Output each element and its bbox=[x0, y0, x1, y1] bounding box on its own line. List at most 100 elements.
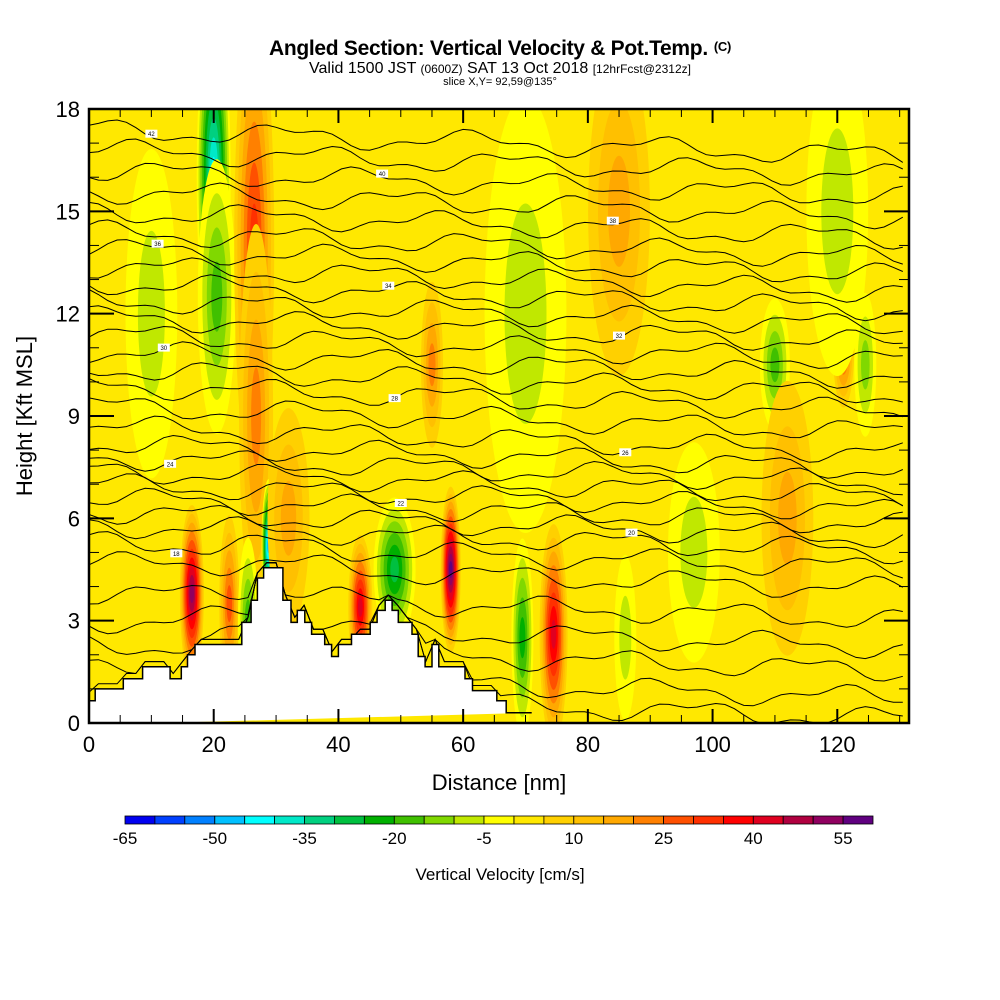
theta-contour-line bbox=[89, 415, 903, 463]
theta-contour-line bbox=[89, 182, 904, 230]
slice-info: slice X,Y= 92,59@135° bbox=[443, 76, 557, 88]
velocity-band bbox=[189, 583, 194, 604]
contour-label: 42 bbox=[145, 129, 158, 138]
theta-contour-line bbox=[89, 551, 904, 598]
forecast-info: [12hrFcst@2312z] bbox=[592, 62, 691, 76]
theta-contour-line bbox=[89, 562, 903, 682]
contour-label-text: 20 bbox=[628, 531, 635, 537]
contour-label: 26 bbox=[619, 448, 632, 457]
y-tick-label: 6 bbox=[68, 506, 80, 531]
theta-contours bbox=[89, 119, 904, 723]
theta-contour-line bbox=[89, 434, 904, 479]
valid-utc: (0600Z) bbox=[420, 62, 463, 76]
colorbar-swatch bbox=[453, 815, 485, 825]
colorbar-swatch bbox=[603, 815, 635, 825]
contour-label-text: 26 bbox=[622, 451, 629, 457]
velocity-band bbox=[357, 597, 363, 617]
colorbar-swatch bbox=[423, 815, 455, 825]
theta-contour-line bbox=[89, 562, 903, 707]
contour-label-text: 36 bbox=[154, 242, 161, 248]
velocity-band bbox=[770, 347, 780, 383]
contour-labels: 42 40 38 36 34 32 30 28 26 24 22 20 18 bbox=[145, 129, 638, 558]
colorbar-title: Vertical Velocity [cm/s] bbox=[415, 865, 584, 884]
theta-contour-line bbox=[89, 138, 904, 186]
x-tick-label: 120 bbox=[819, 732, 856, 757]
velocity-band bbox=[211, 261, 223, 332]
theta-contour-line bbox=[89, 473, 904, 520]
chart-title: Angled Section: Vertical Velocity & Pot.… bbox=[0, 37, 1000, 61]
theta-contour-line bbox=[89, 487, 903, 534]
y-axis: 0 36 9 12 15 18 bbox=[56, 97, 909, 736]
colorbar-swatch bbox=[124, 815, 156, 825]
theta-contour-line bbox=[89, 397, 903, 439]
colorbar-swatch bbox=[513, 815, 545, 825]
contour-label-text: 40 bbox=[379, 172, 386, 178]
contour-label-bg bbox=[388, 394, 401, 403]
x-tick-label: 40 bbox=[326, 732, 350, 757]
theta-contour-line bbox=[89, 531, 903, 579]
theta-contour-line bbox=[89, 562, 903, 628]
x-axis-title: Distance [nm] bbox=[432, 770, 567, 795]
colorbar-swatch bbox=[244, 815, 275, 825]
terrain bbox=[89, 567, 532, 723]
contour-label: 18 bbox=[170, 549, 183, 558]
y-tick-label: 18 bbox=[56, 97, 80, 122]
velocity-band bbox=[861, 340, 870, 390]
theta-contour-line bbox=[89, 257, 903, 303]
y-tick-label: 12 bbox=[56, 302, 80, 327]
velocity-band bbox=[619, 595, 632, 680]
y-tick-label: 15 bbox=[56, 199, 80, 224]
velocity-band bbox=[519, 617, 526, 659]
title-text: Angled Section: Vertical Velocity & Pot.… bbox=[268, 37, 708, 60]
y-tick-label: 0 bbox=[68, 711, 80, 736]
x-tick-label: 0 bbox=[83, 732, 95, 757]
velocity-band bbox=[428, 343, 436, 387]
contour-label-text: 30 bbox=[160, 346, 167, 352]
theta-contour-line bbox=[89, 219, 903, 267]
theta-contour-line bbox=[89, 341, 903, 389]
theta-contour-line bbox=[89, 463, 904, 507]
velocity-band bbox=[608, 155, 630, 267]
colorbar-swatch bbox=[573, 815, 605, 825]
colorbar-label: -20 bbox=[382, 829, 407, 848]
title-units: (C) bbox=[713, 39, 732, 54]
contour-label-bg bbox=[170, 549, 183, 558]
colorbar-swatch bbox=[274, 815, 305, 825]
contour-label-text: 32 bbox=[616, 334, 623, 340]
colorbar-label: 40 bbox=[744, 829, 763, 848]
contour-label: 36 bbox=[151, 239, 164, 248]
valid-date: SAT 13 Oct 2018 bbox=[467, 60, 589, 77]
contour-label-bg bbox=[394, 499, 407, 507]
theta-contour-line bbox=[89, 162, 903, 204]
y-tick-label: 9 bbox=[68, 404, 80, 429]
contour-label-bg bbox=[151, 239, 164, 248]
contour-label-bg bbox=[625, 528, 638, 537]
velocity-band bbox=[390, 556, 399, 583]
contour-label-bg bbox=[376, 169, 389, 178]
velocity-band bbox=[504, 203, 547, 424]
colorbar-swatch bbox=[333, 815, 365, 825]
colorbar-swatch bbox=[393, 815, 425, 825]
colorbar-label: 10 bbox=[564, 829, 583, 848]
valid-time-line: Valid 1500 JST (0600Z) SAT 13 Oct 2018 [… bbox=[0, 60, 1000, 78]
theta-contour-line bbox=[89, 516, 903, 565]
contour-label: 40 bbox=[376, 169, 389, 178]
contour-label: 20 bbox=[625, 528, 638, 537]
colorbar-swatch bbox=[304, 815, 335, 825]
colorbar-label: 25 bbox=[654, 829, 673, 848]
contour-label-bg bbox=[613, 331, 625, 340]
contour-label-text: 28 bbox=[391, 397, 398, 403]
contour-label: 28 bbox=[388, 394, 401, 403]
plot-area: 42 40 38 36 34 32 30 28 26 24 22 20 18 bbox=[89, 109, 909, 723]
theta-contour-line bbox=[89, 562, 903, 660]
theta-contour-line bbox=[89, 274, 903, 322]
contour-label-bg bbox=[382, 281, 395, 290]
contour-label-bg bbox=[606, 216, 619, 225]
velocity-features bbox=[125, 109, 877, 723]
contour-label-bg bbox=[619, 448, 632, 457]
theta-contour-line bbox=[89, 450, 903, 496]
contour-label: 30 bbox=[157, 343, 170, 352]
x-tick-label: 100 bbox=[694, 732, 731, 757]
colorbar-swatch bbox=[693, 815, 724, 825]
colorbar-swatch bbox=[782, 815, 814, 825]
